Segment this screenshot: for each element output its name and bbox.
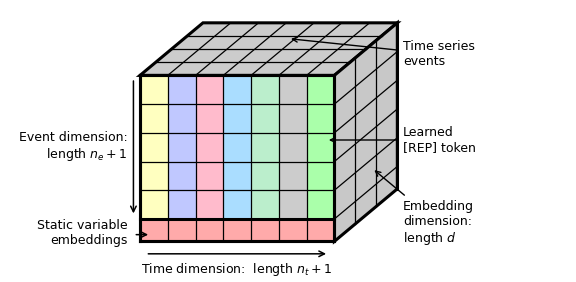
Text: Time series
events: Time series events [293,37,475,68]
Text: Time dimension:  length $n_t + 1$: Time dimension: length $n_t + 1$ [142,261,333,278]
Polygon shape [140,23,397,75]
Bar [251,75,279,219]
Polygon shape [335,23,397,241]
Bar [140,75,168,219]
Bar [279,75,306,219]
Bar [195,75,223,219]
Bar [168,75,195,219]
Text: Static variable
embeddings: Static variable embeddings [37,219,128,247]
Text: Event dimension:
length $n_e + 1$: Event dimension: length $n_e + 1$ [19,131,128,163]
Text: Learned
[REP] token: Learned [REP] token [331,126,476,154]
Bar [140,219,335,241]
Bar [306,75,335,219]
Bar [140,75,335,241]
Bar [223,75,251,219]
Text: Embedding
dimension:
length $d$: Embedding dimension: length $d$ [376,171,474,247]
